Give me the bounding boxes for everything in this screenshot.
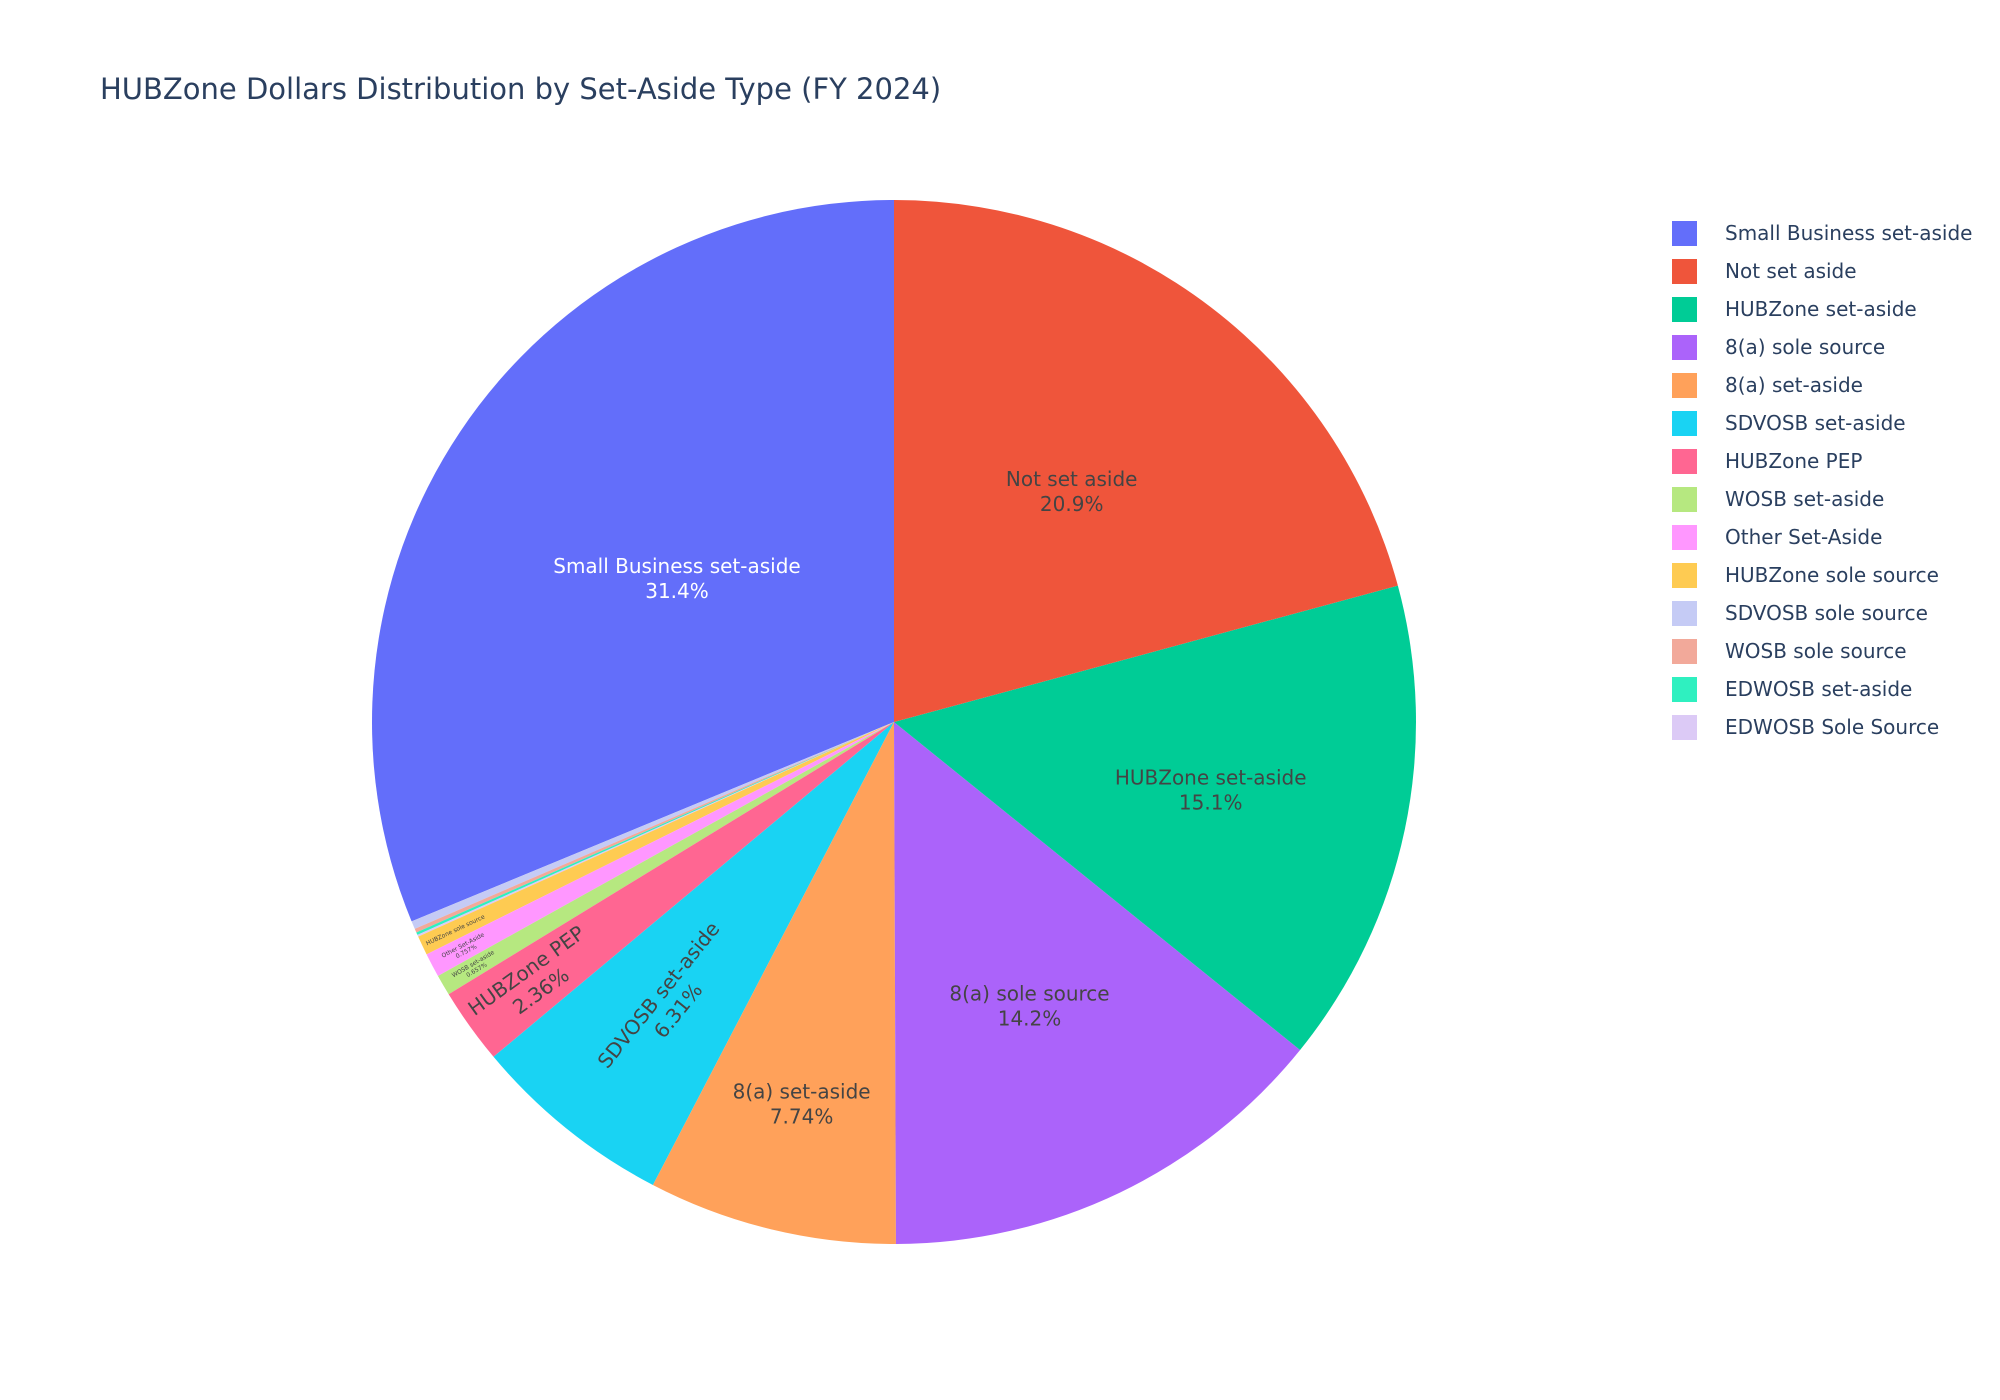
- legend-item-sdvosb-sole-source[interactable]: SDVOSB sole source: [1672, 594, 1972, 632]
- legend-swatch: [1672, 296, 1697, 322]
- pie-slice-hubzone-sole-source[interactable]: [418, 722, 894, 955]
- legend: Small Business set-aside Not set aside HUB…: [1672, 214, 1972, 746]
- legend-label: SDVOSB sole source: [1725, 601, 1928, 625]
- legend-swatch: [1672, 372, 1697, 398]
- legend-label: EDWOSB Sole Source: [1725, 715, 1940, 739]
- legend-item-edwosb-sole-source[interactable]: EDWOSB Sole Source: [1672, 708, 1972, 746]
- legend-label: HUBZone sole source: [1725, 563, 1939, 587]
- legend-swatch: [1672, 334, 1697, 360]
- pie-slices: [372, 200, 1417, 1245]
- legend-label: Not set aside: [1725, 259, 1857, 283]
- legend-item-hubzone-set-aside[interactable]: HUBZone set-aside: [1672, 290, 1972, 328]
- legend-label: Small Business set-aside: [1725, 221, 1973, 245]
- legend-item-other-set-aside[interactable]: Other Set-Aside: [1672, 518, 1972, 556]
- legend-item-8-a-sole-source[interactable]: 8(a) sole source: [1672, 328, 1972, 366]
- legend-label: WOSB sole source: [1725, 639, 1907, 663]
- legend-label: HUBZone PEP: [1725, 449, 1863, 473]
- slice-label-hubzone-set-aside: HUBZone set-aside 15.1%: [1115, 766, 1307, 815]
- legend-label: Other Set-Aside: [1725, 525, 1883, 549]
- pie-slice-hubzone-set-aside[interactable]: [894, 585, 1417, 1051]
- pie-slice-sdvosb-set-aside[interactable]: [493, 722, 894, 1185]
- pie-slice-edwosb-sole-source[interactable]: [417, 722, 894, 937]
- pie-slice-8-a-set-aside[interactable]: [652, 722, 896, 1245]
- legend-item-8-a-set-aside[interactable]: 8(a) set-aside: [1672, 366, 1972, 404]
- slice-label-8-a-set-aside: 8(a) set-aside 7.74%: [733, 1080, 871, 1129]
- legend-swatch: [1672, 448, 1697, 474]
- legend-item-hubzone-pep[interactable]: HUBZone PEP: [1672, 442, 1972, 480]
- slice-label-small-business-set-aside: Small Business set-aside 31.4%: [553, 554, 800, 603]
- legend-item-wosb-sole-source[interactable]: WOSB sole source: [1672, 632, 1972, 670]
- legend-label: SDVOSB set-aside: [1725, 411, 1906, 435]
- legend-item-hubzone-sole-source[interactable]: HUBZone sole source: [1672, 556, 1972, 594]
- legend-swatch: [1672, 220, 1697, 246]
- pie-slice-8-a-sole-source[interactable]: [894, 722, 1301, 1244]
- pie-slice-wosb-set-aside[interactable]: [437, 722, 894, 995]
- legend-label: EDWOSB set-aside: [1725, 677, 1913, 701]
- legend-swatch: [1672, 486, 1697, 512]
- legend-swatch: [1672, 410, 1697, 436]
- legend-swatch: [1672, 258, 1697, 284]
- slice-label-not-set-aside: Not set aside 20.9%: [1006, 467, 1138, 516]
- legend-label: 8(a) sole source: [1725, 335, 1886, 359]
- legend-item-not-set-aside[interactable]: Not set aside: [1672, 252, 1972, 290]
- legend-label: HUBZone set-aside: [1725, 297, 1917, 321]
- chart-title: HUBZone Dollars Distribution by Set-Asid…: [100, 72, 942, 106]
- pie-slice-edwosb-set-aside[interactable]: [416, 722, 894, 935]
- legend-item-small-business-set-aside[interactable]: Small Business set-aside: [1672, 214, 1972, 252]
- pie-slice-other-set-aside[interactable]: [426, 722, 894, 976]
- legend-item-sdvosb-set-aside[interactable]: SDVOSB set-aside: [1672, 404, 1972, 442]
- legend-item-wosb-set-aside[interactable]: WOSB set-aside: [1672, 480, 1972, 518]
- pie-slice-wosb-sole-source[interactable]: [414, 722, 894, 933]
- legend-label: WOSB set-aside: [1725, 487, 1885, 511]
- legend-swatch: [1672, 524, 1697, 550]
- pie-slice-sdvosb-sole-source[interactable]: [411, 722, 894, 929]
- legend-swatch: [1672, 714, 1697, 740]
- legend-swatch: [1672, 600, 1697, 626]
- legend-swatch: [1672, 676, 1697, 702]
- legend-swatch: [1672, 638, 1697, 664]
- legend-item-edwosb-set-aside[interactable]: EDWOSB set-aside: [1672, 670, 1972, 708]
- legend-label: 8(a) set-aside: [1725, 373, 1863, 397]
- pie-slice-hubzone-pep[interactable]: [448, 722, 894, 1057]
- legend-swatch: [1672, 562, 1697, 588]
- pie-slice-small-business-set-aside[interactable]: [372, 200, 894, 922]
- pie-slice-not-set-aside[interactable]: [894, 200, 1398, 722]
- slice-label-8-a-sole-source: 8(a) sole source 14.2%: [949, 981, 1109, 1030]
